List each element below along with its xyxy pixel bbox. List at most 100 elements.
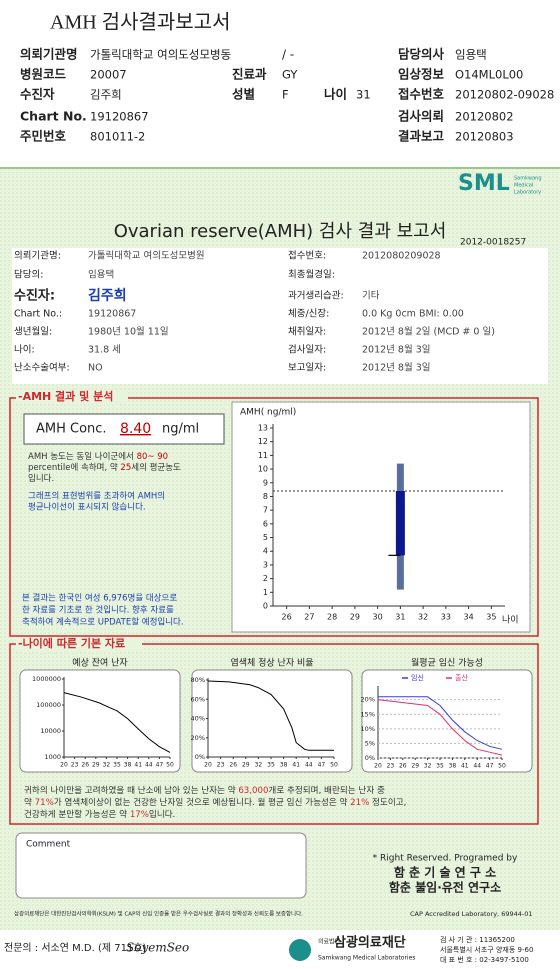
- amh-section-border: [9, 397, 539, 637]
- y-tick-label: 10: [258, 465, 268, 474]
- age-section-title-bg: [16, 637, 142, 651]
- field-label: 병원코드: [20, 67, 67, 82]
- x-tick-label: 26: [399, 763, 407, 770]
- graph-note-line: 그래프의 표현범위를 초과하여 AMH의: [28, 491, 165, 502]
- text-segment: 정도이고,: [369, 797, 406, 808]
- report-number: 2012-0018257: [460, 238, 526, 248]
- patient-value: 2012080209028: [362, 251, 441, 262]
- x-tick-label: 38: [449, 763, 457, 770]
- patient-label: 검사일자:: [288, 344, 326, 356]
- y-tick-label: 3: [263, 560, 268, 569]
- field-value: 20120803: [455, 130, 514, 144]
- y-tick-label: 1000000: [32, 675, 61, 683]
- amh-conc-unit: ng/ml: [162, 422, 199, 437]
- report-title: Ovarian reserve(AMH) 검사 결과 보고서: [114, 221, 447, 242]
- y-tick-label: 0%: [195, 753, 205, 761]
- patient-value: 가톨릭대학교 여의도성모병원: [88, 250, 205, 262]
- patient-value: 2012년 8월 2일 (MCD # 0 일): [362, 326, 495, 338]
- field-value: 19120867: [90, 110, 149, 124]
- doctor: 전문의 : 서소연 M.D. (제 711호): [4, 942, 147, 954]
- x-tick-label: 47: [156, 762, 164, 769]
- field-label: 접수번호: [398, 87, 445, 102]
- patient-value: 2012년 8월 3일: [362, 344, 431, 356]
- x-tick-label: 31: [395, 613, 405, 622]
- field-label: 결과보고: [398, 129, 445, 144]
- patient-value: NO: [88, 363, 103, 374]
- y-tick-label: 20%: [191, 734, 205, 742]
- text-segment: 건강하게 분만할 가능성은 약: [24, 808, 130, 820]
- patient-label: 채취일자:: [288, 327, 326, 338]
- y-tick-label: 80%: [191, 676, 205, 684]
- chart-frame: [361, 669, 533, 773]
- x-tick-label: 44: [473, 763, 481, 770]
- field-value: 20007: [90, 68, 127, 82]
- org-english: Samkwang Medical Laboratories: [318, 955, 415, 962]
- patient-value: 2012년 8월 3일: [362, 362, 431, 374]
- patient-label: 최종월경일:: [288, 269, 335, 281]
- text-segment: 세의 평균농도: [131, 462, 181, 473]
- x-tick-label: 28: [327, 613, 337, 622]
- y-tick-label: 5%: [365, 739, 375, 747]
- x-tick-label: 30: [373, 613, 383, 622]
- field-value: 20120802: [455, 110, 514, 124]
- signature: SoyemSeo: [126, 941, 189, 955]
- series-line: [378, 696, 503, 750]
- chart-title: 염색체 정상 난자 비율: [230, 658, 313, 669]
- amh-chart-panel: [231, 401, 531, 633]
- patient-value: 1980년 10월 11일: [88, 326, 169, 338]
- x-tick-label: 38: [124, 762, 132, 769]
- field-value: 가톨릭대학교 여의도성모병동: [90, 48, 231, 62]
- amh-conc-value: 8.40: [120, 421, 151, 437]
- x-tick-label: 50: [166, 762, 174, 769]
- y-tick-label: 10%: [361, 725, 375, 733]
- x-tick-label: 32: [418, 613, 428, 622]
- patient-value: 임용택: [88, 269, 114, 281]
- contact: 서울특별시 서초구 양재동 9-60: [440, 945, 533, 954]
- highlight: 71%: [35, 798, 54, 808]
- patient-value: 0.0 Kg 0cm BMI: 0.00: [362, 309, 464, 320]
- text-segment: percentile에 속하며, 약: [28, 462, 120, 473]
- x-tick-label: 41: [461, 763, 469, 770]
- text-segment: 입니다.: [28, 473, 54, 484]
- patient-label: 접수번호:: [288, 250, 326, 262]
- x-tick-label: 20: [374, 763, 382, 770]
- y-tick-label: 2: [263, 574, 268, 583]
- patient-label: 생년월일:: [14, 326, 52, 338]
- highlight: 25: [120, 463, 131, 473]
- y-tick-label: 40%: [191, 715, 205, 723]
- y-tick-label: 13: [258, 424, 268, 433]
- field-label: 검사의뢰: [398, 109, 444, 124]
- summary-line: 약 71%가 염색체이상이 없는 건강한 난자일 것으로 예상됩니다. 월 평균…: [24, 796, 406, 808]
- analysis-line: AMH 농도는 동일 나이군에서 80~ 90: [28, 451, 168, 462]
- comment-label: Comment: [26, 840, 71, 850]
- patient-label: 담당의:: [14, 269, 43, 281]
- contact: 검 사 기 관 : 11365200: [440, 935, 515, 944]
- x-tick-label: 41: [134, 762, 142, 769]
- age-section-title: -나이에 따른 기본 자료: [18, 636, 125, 650]
- chart-title: 예상 잔여 난자: [72, 657, 128, 669]
- note-line: 본 결과는 한국인 여성 6,976명을 대상으로: [22, 593, 177, 604]
- y-tick-label: 0: [263, 602, 268, 611]
- analysis-line: 입니다.: [28, 473, 54, 484]
- logo-subtitle: Laboratory: [514, 190, 541, 196]
- legend-label: 임신: [411, 673, 424, 682]
- org-name: 삼광의료재단: [334, 935, 406, 951]
- x-tick-label: 32: [103, 762, 111, 769]
- text-segment: 가 염색체이상이 없는 건강한 난자일 것으로 예상됩니다. 월 평균 임신 가…: [54, 796, 350, 808]
- amh-section-title: -AMH 결과 및 분석: [18, 389, 113, 403]
- patient-value: 31.8 세: [88, 345, 121, 356]
- org-logo: [289, 939, 311, 961]
- field-label: 주민번호: [20, 129, 67, 144]
- age-section-border: [9, 643, 539, 825]
- text-segment: AMH 농도는 동일 나이군에서: [28, 451, 137, 462]
- x-tick-label: 29: [411, 763, 419, 770]
- logo-subtitle: Medical: [514, 183, 533, 189]
- patient-value: 19120867: [88, 309, 136, 320]
- patient-label: 체중/신장:: [288, 309, 329, 320]
- x-tick-label: 35: [267, 762, 275, 769]
- amh-section-title-bg: [16, 390, 128, 404]
- x-tick-label: 23: [387, 763, 395, 770]
- chart-frame: [191, 669, 353, 773]
- field-label: 성별: [232, 87, 255, 102]
- chart-frame: [19, 669, 181, 773]
